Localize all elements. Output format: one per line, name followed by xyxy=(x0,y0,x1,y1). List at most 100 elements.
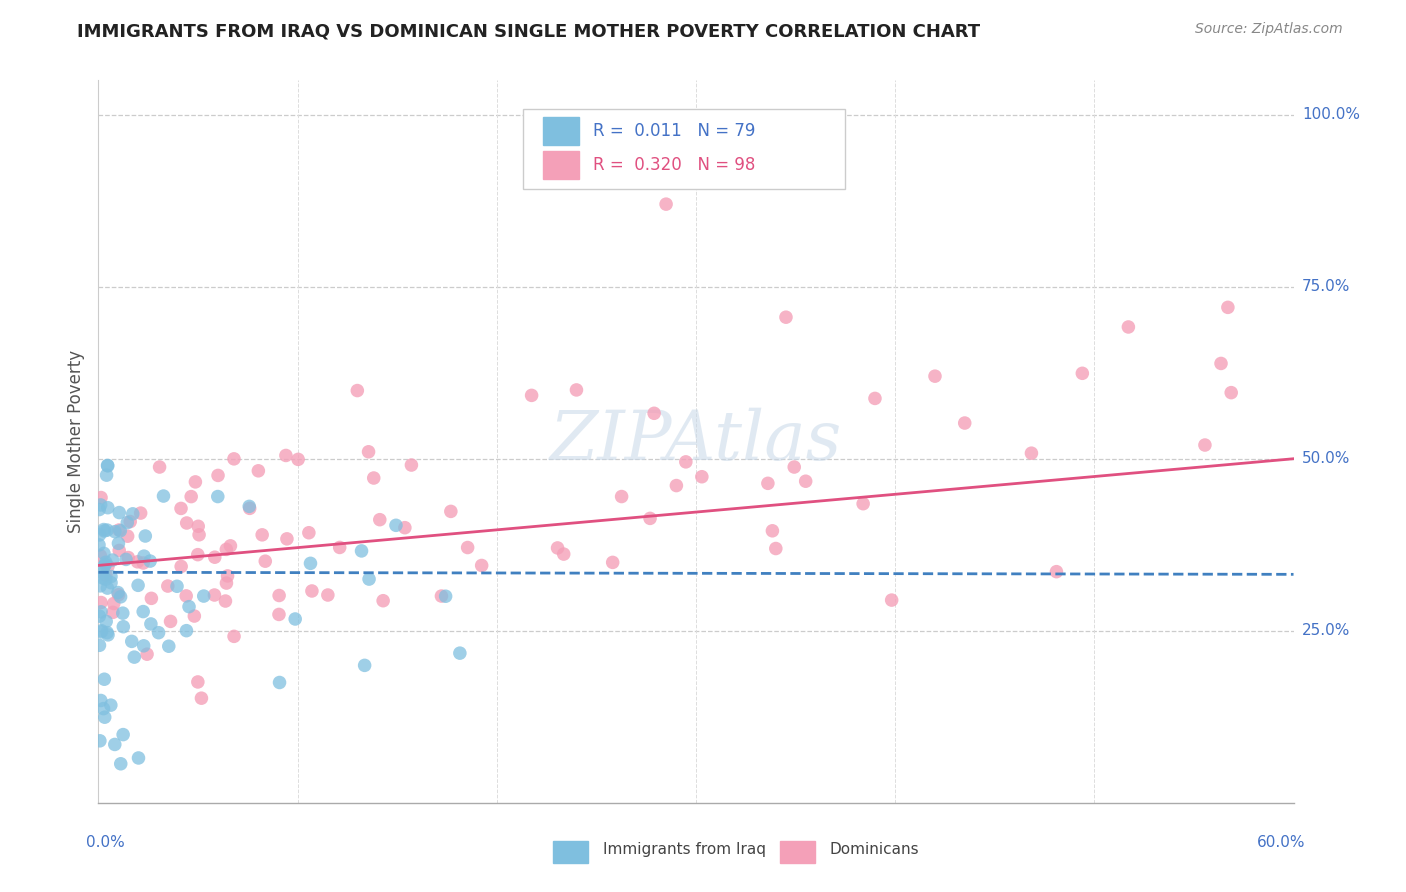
Point xyxy=(89,502,111,516)
Point xyxy=(170,501,193,516)
Point xyxy=(90,624,112,639)
Point xyxy=(129,506,152,520)
Point xyxy=(127,578,149,592)
Point xyxy=(276,532,298,546)
Point xyxy=(100,698,122,713)
Point xyxy=(394,521,416,535)
Point xyxy=(775,310,797,325)
Point xyxy=(299,557,322,571)
Text: 60.0%: 60.0% xyxy=(1257,835,1306,850)
Point xyxy=(675,455,697,469)
Point xyxy=(139,554,162,568)
Point xyxy=(110,756,132,771)
Point xyxy=(89,579,111,593)
Point xyxy=(110,524,132,538)
Point xyxy=(401,458,423,472)
Point xyxy=(368,513,391,527)
Point xyxy=(794,474,817,488)
Point xyxy=(93,559,115,574)
FancyBboxPatch shape xyxy=(553,841,589,863)
Point xyxy=(97,458,120,473)
Point xyxy=(90,498,112,512)
Point xyxy=(97,628,120,642)
Point xyxy=(457,541,479,555)
Point xyxy=(1021,446,1043,460)
Point xyxy=(127,751,149,765)
Point xyxy=(166,579,188,593)
Point xyxy=(94,555,117,569)
Point xyxy=(222,451,245,466)
Point xyxy=(121,507,143,521)
Point xyxy=(132,605,155,619)
Point xyxy=(117,516,139,530)
Point xyxy=(96,458,118,473)
Point xyxy=(97,559,120,574)
Point xyxy=(371,593,394,607)
Point xyxy=(121,634,143,648)
Point xyxy=(761,524,783,538)
Point xyxy=(184,475,207,489)
Point xyxy=(170,559,193,574)
Point xyxy=(217,569,239,583)
Point xyxy=(93,524,115,538)
Point xyxy=(250,528,273,542)
Point xyxy=(350,544,373,558)
Point xyxy=(346,384,368,398)
Point xyxy=(107,585,129,599)
Point xyxy=(91,566,114,580)
Point xyxy=(120,515,142,529)
Point xyxy=(132,556,155,570)
Point xyxy=(1209,356,1232,370)
Point xyxy=(638,511,661,525)
Point xyxy=(193,589,215,603)
Point xyxy=(204,550,226,565)
Point xyxy=(357,444,380,458)
Point xyxy=(247,464,270,478)
Point xyxy=(190,691,212,706)
Text: 75.0%: 75.0% xyxy=(1302,279,1350,294)
Point xyxy=(187,675,209,690)
Text: IMMIGRANTS FROM IRAQ VS DOMINICAN SINGLE MOTHER POVERTY CORRELATION CHART: IMMIGRANTS FROM IRAQ VS DOMINICAN SINGLE… xyxy=(77,22,980,40)
Point xyxy=(174,589,197,603)
Point xyxy=(880,593,903,607)
Point xyxy=(214,594,236,608)
Point xyxy=(89,528,111,542)
Point xyxy=(765,541,787,556)
Point xyxy=(188,528,211,542)
Point xyxy=(1194,438,1216,452)
Point xyxy=(93,672,115,686)
Text: Dominicans: Dominicans xyxy=(830,842,920,857)
Point xyxy=(148,625,170,640)
Point xyxy=(863,392,886,406)
Point xyxy=(96,523,118,537)
Point xyxy=(108,523,131,537)
Text: 25.0%: 25.0% xyxy=(1302,624,1350,639)
Point xyxy=(97,500,120,515)
Point xyxy=(254,554,277,568)
Point xyxy=(90,624,112,638)
Point xyxy=(665,478,688,492)
Point xyxy=(94,568,117,582)
Point xyxy=(176,624,198,638)
Text: Source: ZipAtlas.com: Source: ZipAtlas.com xyxy=(1195,22,1343,37)
Point xyxy=(207,468,229,483)
Point xyxy=(449,646,471,660)
Point xyxy=(183,609,205,624)
Point xyxy=(610,490,633,504)
Point xyxy=(215,542,238,557)
Point xyxy=(103,597,125,611)
Point xyxy=(90,605,112,619)
Point xyxy=(1220,385,1243,400)
Point xyxy=(93,701,115,715)
Point xyxy=(547,541,569,555)
Point xyxy=(434,589,457,603)
Point xyxy=(134,529,156,543)
Point xyxy=(385,518,408,533)
Point xyxy=(353,658,375,673)
Point xyxy=(89,733,111,747)
Point xyxy=(329,541,352,555)
Point xyxy=(1216,301,1239,315)
Point xyxy=(1071,367,1094,381)
Point xyxy=(159,615,181,629)
Point xyxy=(115,552,138,566)
